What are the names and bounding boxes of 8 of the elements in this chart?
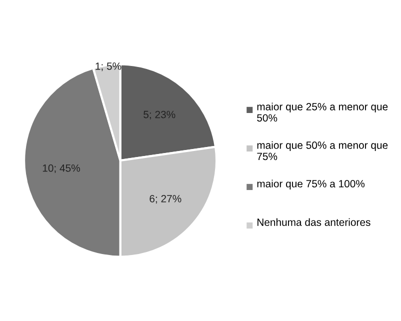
data-label: 1; 5%: [96, 62, 122, 72]
data-label: 5; 23%: [144, 110, 176, 120]
legend-label: maior que 50% a menor que 75%: [257, 141, 388, 160]
legend-label: Nenhuma das anteriores: [257, 218, 370, 226]
data-label: 10; 45%: [42, 164, 80, 174]
data-label: 6; 27%: [150, 194, 182, 204]
legend-label: maior que 25% a menor que 50%: [257, 102, 388, 122]
legend-label: maior que 75% a 100%: [257, 180, 365, 190]
